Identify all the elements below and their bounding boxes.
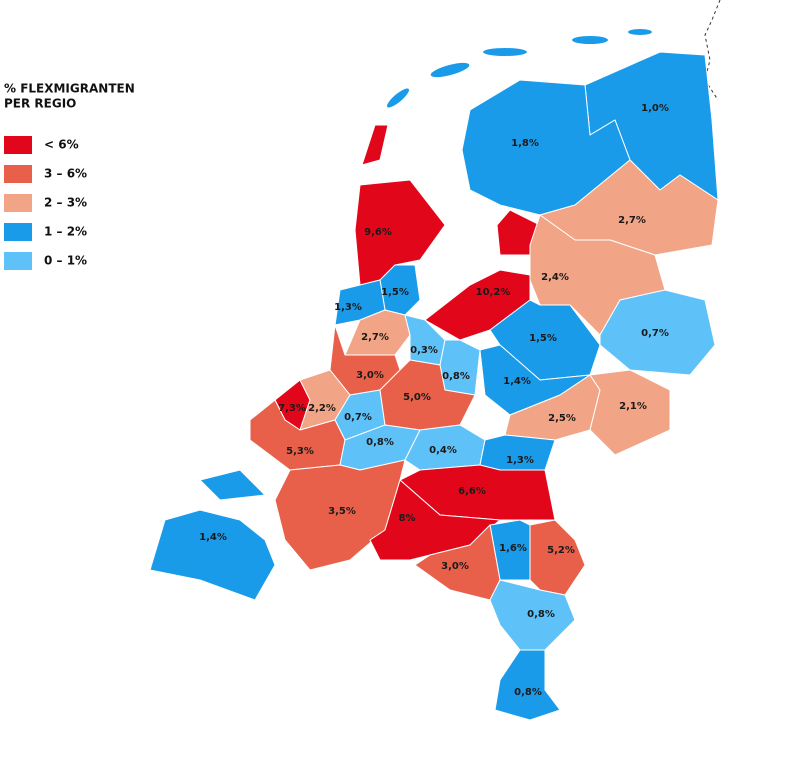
regions: 1,0% 1,8% 2,7% 9,6% 10,2% 2,4% 0,7% 1,5% 1,3% 2,7… [149, 51, 719, 721]
region-label: 0,8% [442, 371, 470, 382]
region-label: 2,7% [361, 332, 389, 343]
region [249, 399, 346, 471]
island [430, 62, 470, 78]
island [386, 88, 410, 108]
region [489, 579, 576, 651]
island [628, 29, 652, 35]
legend-swatch [4, 136, 32, 154]
legend-title: % FLEXMIGRANTEN [4, 82, 135, 96]
region-label: 1,4% [199, 532, 227, 543]
legend-swatch [4, 252, 32, 270]
region [354, 124, 446, 286]
region-label: 0,8% [514, 687, 542, 698]
island [572, 36, 608, 44]
region-label: 7,3% [278, 403, 306, 414]
region-label: 2,1% [619, 401, 647, 412]
region-label: 1,8% [511, 138, 539, 149]
region-label: 10,2% [476, 287, 511, 298]
legend-label: < 6% [44, 138, 79, 152]
region-label: 1,3% [334, 302, 362, 313]
region-label: 1,0% [641, 103, 669, 114]
region-label: 8% [399, 513, 416, 524]
region-label: 1,5% [529, 333, 557, 344]
legend-label: 0 – 1% [44, 254, 87, 268]
region-label: 0,4% [429, 445, 457, 456]
legend-label: 2 – 3% [44, 196, 87, 210]
region-label: 5,3% [286, 446, 314, 457]
legend-swatch [4, 194, 32, 212]
region-label: 0,3% [410, 345, 438, 356]
region-label: 5,2% [547, 545, 575, 556]
region [529, 519, 586, 596]
region-label: 0,7% [641, 328, 669, 339]
legend-label: 1 – 2% [44, 225, 87, 239]
region-label: 0,7% [344, 412, 372, 423]
region-label: 2,2% [308, 403, 336, 414]
region [439, 339, 481, 396]
region [369, 479, 501, 561]
region-label: 3,0% [356, 370, 384, 381]
region-label: 5,0% [403, 392, 431, 403]
region [589, 369, 671, 456]
region-label: 1,6% [499, 543, 527, 554]
border-line [704, 0, 721, 101]
region-label: 2,5% [548, 413, 576, 424]
region-label: 6,6% [458, 486, 486, 497]
region [599, 289, 716, 376]
legend-label: 3 – 6% [44, 167, 87, 181]
region-label: 1,5% [381, 287, 409, 298]
legend-swatch [4, 223, 32, 241]
region-label: 1,4% [503, 376, 531, 387]
region-label: 9,6% [364, 227, 392, 238]
island [483, 48, 527, 56]
region-label: 3,0% [441, 561, 469, 572]
region-label: 3,5% [328, 506, 356, 517]
region-label: 2,7% [618, 215, 646, 226]
region [149, 469, 276, 601]
region-label: 0,8% [527, 609, 555, 620]
region-label: 2,4% [541, 272, 569, 283]
decor [386, 0, 721, 108]
region-label: 0,8% [366, 437, 394, 448]
legend-swatch [4, 165, 32, 183]
region [494, 649, 561, 721]
region-label: 1,3% [506, 455, 534, 466]
legend-title: PER REGIO [4, 97, 76, 111]
